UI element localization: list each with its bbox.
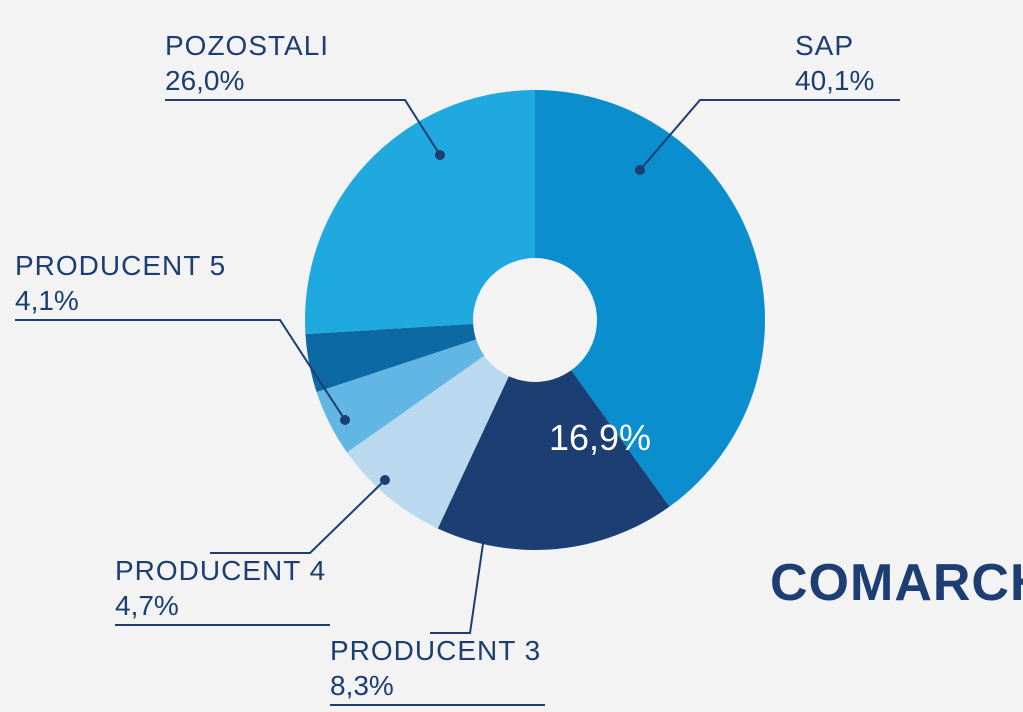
comarch-inner-percent: 16,9%	[549, 417, 651, 458]
leader-dot-p3	[480, 525, 490, 535]
label-sap-percent: 40,1%	[795, 65, 874, 96]
label-p3-title: PRODUCENT 3	[330, 635, 541, 666]
donut-chart: SAP 40,1% POZOSTALI 26,0% PRODUCENT 5 4,1% PRO…	[0, 0, 1023, 712]
label-p5-title: PRODUCENT 5	[15, 250, 226, 281]
label-p4-title: PRODUCENT 4	[115, 555, 326, 586]
leader-dot-p4	[380, 475, 390, 485]
donut-hole	[473, 258, 597, 382]
leader-dot-rest	[435, 150, 445, 160]
comarch-brand-label: COMARCH	[770, 554, 1023, 612]
label-rest-percent: 26,0%	[165, 65, 244, 96]
label-p5-percent: 4,1%	[15, 285, 79, 316]
label-p3-percent: 8,3%	[330, 670, 394, 701]
leader-dot-sap	[635, 165, 645, 175]
label-sap-title: SAP	[795, 30, 854, 61]
label-p4-percent: 4,7%	[115, 590, 179, 621]
label-rest-title: POZOSTALI	[165, 30, 329, 61]
leader-dot-p5	[340, 415, 350, 425]
